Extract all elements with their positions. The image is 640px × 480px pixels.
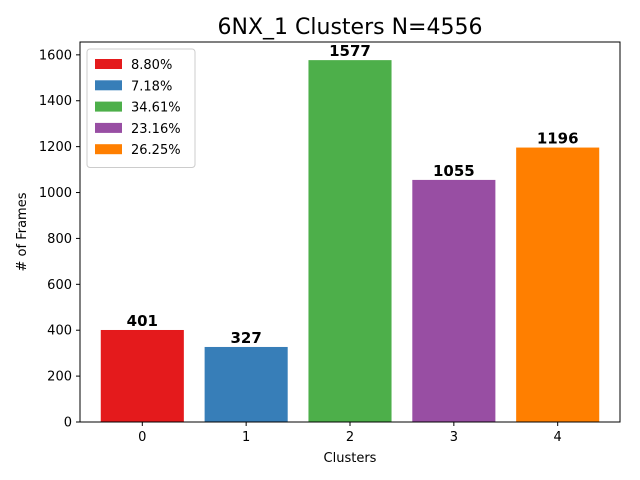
- y-tick-label: 1200: [39, 140, 72, 155]
- legend-swatch: [95, 101, 122, 112]
- legend-swatch: [95, 80, 122, 91]
- data-label-cluster-4: 1196: [537, 130, 579, 148]
- data-label-cluster-3: 1055: [433, 162, 475, 180]
- legend-swatch: [95, 59, 122, 69]
- data-label-cluster-1: 327: [230, 329, 261, 347]
- bar-cluster-2: [308, 60, 392, 422]
- legend-entry: 7.18%: [131, 79, 172, 94]
- y-axis: 0 200 400 600 800 1000 1200 1400 1600: [39, 48, 80, 431]
- bar-cluster-3: [412, 179, 496, 422]
- legend-entry: 23.16%: [131, 122, 181, 137]
- data-label-cluster-2: 1577: [329, 42, 371, 60]
- y-axis-label: # of Frames: [15, 192, 30, 271]
- y-tick-label: 1600: [39, 48, 72, 63]
- legend-entry: 26.25%: [131, 143, 181, 158]
- y-tick-label: 800: [47, 232, 72, 247]
- legend-frame: [86, 48, 196, 168]
- y-tick-label: 600: [47, 278, 72, 293]
- x-tick-label: 1: [242, 430, 250, 445]
- legend-swatch: [95, 144, 122, 155]
- y-tick-label: 1400: [39, 94, 72, 109]
- x-tick-label: 2: [346, 430, 354, 445]
- y-tick-label: 200: [47, 370, 72, 385]
- x-tick-label: 3: [450, 430, 458, 445]
- data-label-cluster-0: 401: [127, 312, 158, 330]
- legend: 8.80% 7.18% 34.61% 23.16% 26.25%: [86, 48, 196, 168]
- bars-layer: [100, 60, 600, 423]
- y-tick-label: 1000: [39, 186, 72, 201]
- y-tick-label: 400: [47, 324, 72, 339]
- x-tick-label: 0: [138, 430, 146, 445]
- bar-cluster-4: [516, 147, 600, 423]
- bar-cluster-1: [204, 346, 288, 422]
- legend-swatch: [95, 122, 122, 133]
- legend-entry: 34.61%: [131, 101, 181, 116]
- bar-cluster-0: [100, 329, 184, 422]
- legend-entry: 8.80%: [131, 58, 172, 73]
- data-labels-layer: 401 327 1577 1055 1196: [127, 42, 579, 347]
- chart-title: 6NX_1 Clusters N=4556: [218, 15, 483, 40]
- x-axis-label: Clusters: [324, 451, 377, 466]
- y-tick-label: 0: [64, 416, 72, 431]
- x-tick-label: 4: [554, 430, 562, 445]
- x-axis: 0 1 2 3 4: [138, 422, 562, 445]
